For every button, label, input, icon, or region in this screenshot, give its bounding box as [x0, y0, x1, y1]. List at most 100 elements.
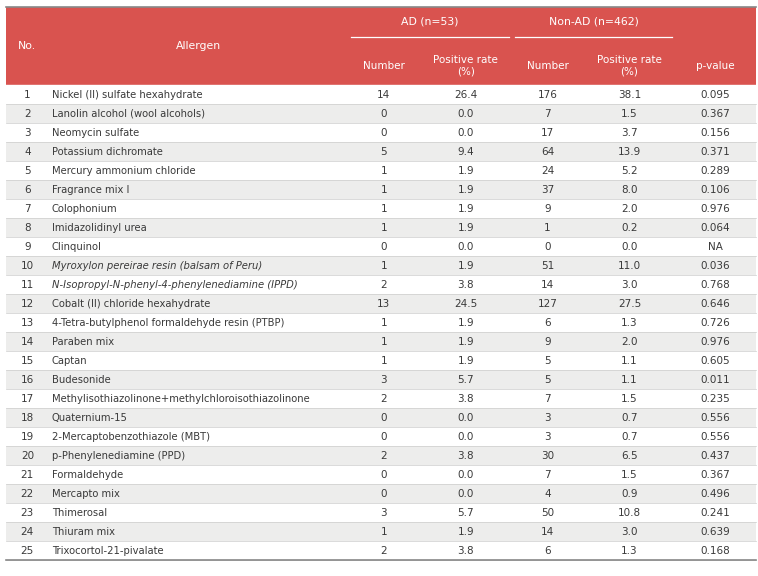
- Bar: [6, 104, 756, 123]
- Text: 3: 3: [381, 375, 387, 385]
- Text: 23: 23: [20, 508, 34, 518]
- Text: 26.4: 26.4: [454, 90, 478, 100]
- Text: Potassium dichromate: Potassium dichromate: [52, 147, 162, 157]
- Bar: [6, 313, 756, 332]
- Text: 20: 20: [20, 451, 34, 461]
- Text: 27.5: 27.5: [618, 299, 641, 309]
- Text: Non-AD (n=462): Non-AD (n=462): [549, 17, 638, 27]
- Text: 0.0: 0.0: [458, 432, 474, 442]
- Text: Cobalt (II) chloride hexahydrate: Cobalt (II) chloride hexahydrate: [52, 299, 210, 309]
- Text: 7: 7: [24, 204, 30, 214]
- Text: Neomycin sulfate: Neomycin sulfate: [52, 128, 139, 138]
- Text: 0.496: 0.496: [700, 489, 731, 499]
- Text: 1: 1: [381, 185, 387, 195]
- Text: Allergen: Allergen: [176, 41, 221, 51]
- Text: 9.4: 9.4: [457, 147, 474, 157]
- Text: 1.9: 1.9: [457, 261, 474, 271]
- Text: 0: 0: [381, 109, 387, 119]
- Text: Number: Number: [527, 60, 568, 71]
- Bar: [6, 370, 756, 389]
- Text: 10.8: 10.8: [618, 508, 641, 518]
- Text: 3.8: 3.8: [457, 280, 474, 290]
- Text: 17: 17: [20, 394, 34, 404]
- Text: 5.7: 5.7: [457, 375, 474, 385]
- Text: 14: 14: [20, 337, 34, 347]
- Text: 7: 7: [544, 109, 551, 119]
- Text: 37: 37: [541, 185, 554, 195]
- Text: 2: 2: [381, 546, 387, 556]
- Text: AD (n=53): AD (n=53): [401, 17, 459, 27]
- Text: 1: 1: [24, 90, 30, 100]
- Bar: [6, 294, 756, 313]
- Text: 5: 5: [24, 166, 30, 176]
- Text: p-Phenylenediamine (PPD): p-Phenylenediamine (PPD): [52, 451, 185, 461]
- Text: Paraben mix: Paraben mix: [52, 337, 114, 347]
- Text: 0.235: 0.235: [700, 394, 731, 404]
- Text: 8.0: 8.0: [622, 185, 637, 195]
- Text: 0.367: 0.367: [700, 470, 731, 480]
- Text: 0: 0: [381, 128, 387, 138]
- Text: 9: 9: [24, 242, 30, 252]
- Text: 2.0: 2.0: [622, 204, 637, 214]
- Bar: [6, 46, 756, 85]
- Text: 0.371: 0.371: [700, 147, 731, 157]
- Text: 4: 4: [24, 147, 30, 157]
- Text: Myroxylon pereirae resin (balsam of Peru): Myroxylon pereirae resin (balsam of Peru…: [52, 261, 262, 271]
- Text: 0.106: 0.106: [700, 185, 731, 195]
- Text: 0.156: 0.156: [700, 128, 731, 138]
- Text: Imidazolidinyl urea: Imidazolidinyl urea: [52, 223, 146, 233]
- Text: 0: 0: [381, 432, 387, 442]
- Text: 6: 6: [24, 185, 30, 195]
- Text: 1.9: 1.9: [457, 337, 474, 347]
- Bar: [6, 465, 756, 484]
- Text: 0.0: 0.0: [458, 128, 474, 138]
- Text: 0.168: 0.168: [700, 546, 731, 556]
- Text: 13.9: 13.9: [618, 147, 641, 157]
- Text: 50: 50: [541, 508, 554, 518]
- Text: 12: 12: [20, 299, 34, 309]
- Text: Thiuram mix: Thiuram mix: [52, 527, 114, 537]
- Text: 1.9: 1.9: [457, 527, 474, 537]
- Text: 9: 9: [544, 204, 551, 214]
- Text: 0: 0: [544, 242, 551, 252]
- Text: 64: 64: [541, 147, 554, 157]
- Text: Captan: Captan: [52, 356, 87, 366]
- Text: Nickel (II) sulfate hexahydrate: Nickel (II) sulfate hexahydrate: [52, 90, 202, 100]
- Bar: [6, 275, 756, 294]
- Text: 0.367: 0.367: [700, 109, 731, 119]
- Text: 1.9: 1.9: [457, 166, 474, 176]
- Text: 6: 6: [544, 546, 551, 556]
- Text: 5: 5: [544, 356, 551, 366]
- Text: 1.9: 1.9: [457, 204, 474, 214]
- Bar: [6, 541, 756, 560]
- Text: 3.8: 3.8: [457, 394, 474, 404]
- Text: 3: 3: [381, 508, 387, 518]
- Text: 13: 13: [20, 318, 34, 328]
- Text: Mercapto mix: Mercapto mix: [52, 489, 120, 499]
- Text: 1: 1: [381, 318, 387, 328]
- Text: Trixocortol-21-pivalate: Trixocortol-21-pivalate: [52, 546, 163, 556]
- Text: 2-Mercaptobenzothiazole (MBT): 2-Mercaptobenzothiazole (MBT): [52, 432, 210, 442]
- Text: 0.241: 0.241: [700, 508, 731, 518]
- Text: 0: 0: [381, 242, 387, 252]
- Text: 3: 3: [544, 413, 551, 423]
- Text: 8: 8: [24, 223, 30, 233]
- Text: Budesonide: Budesonide: [52, 375, 111, 385]
- Text: No.: No.: [18, 41, 36, 51]
- Text: Fragrance mix I: Fragrance mix I: [52, 185, 129, 195]
- Text: 38.1: 38.1: [618, 90, 641, 100]
- Text: 0.768: 0.768: [700, 280, 731, 290]
- Text: 1: 1: [381, 356, 387, 366]
- Bar: [6, 237, 756, 256]
- Bar: [6, 161, 756, 180]
- Text: 0.0: 0.0: [458, 242, 474, 252]
- Bar: [6, 427, 756, 446]
- Text: Positive rate
(%): Positive rate (%): [597, 55, 662, 77]
- Text: Colophonium: Colophonium: [52, 204, 117, 214]
- Text: 0.726: 0.726: [700, 318, 731, 328]
- Text: 1.3: 1.3: [622, 318, 638, 328]
- Text: 0.7: 0.7: [622, 432, 637, 442]
- Text: 11.0: 11.0: [618, 261, 641, 271]
- Bar: [6, 256, 756, 275]
- Text: Mercury ammonium chloride: Mercury ammonium chloride: [52, 166, 196, 176]
